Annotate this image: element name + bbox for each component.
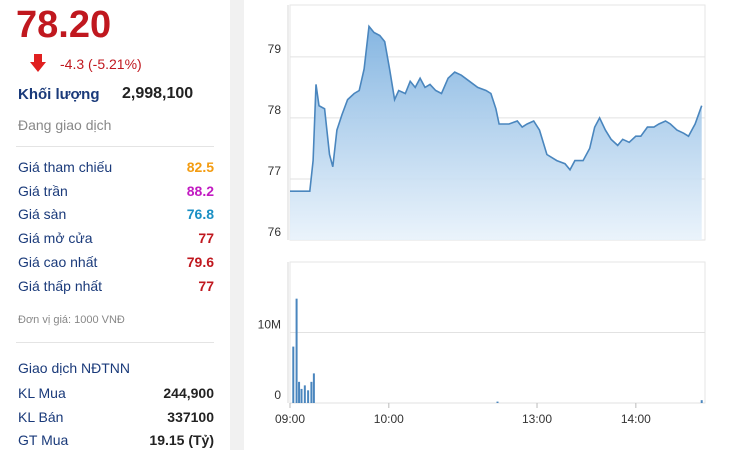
volume: 2,998,100 xyxy=(122,85,194,102)
row-label: Giá mở cửa xyxy=(18,230,93,247)
row-value: 77 xyxy=(198,277,214,294)
x-tick-label: 14:00 xyxy=(621,412,651,426)
row-label: Giá cao nhất xyxy=(18,253,98,270)
volume-bar xyxy=(298,381,301,403)
y-tick-label: 0 xyxy=(274,388,281,402)
volume-bar xyxy=(312,373,315,403)
x-tick-label: 09:00 xyxy=(275,412,305,426)
foreign-value: 19.15 (Tỷ) xyxy=(149,432,214,448)
divider-band xyxy=(230,0,244,450)
y-tick-label: 78 xyxy=(268,103,282,117)
y-tick-label: 79 xyxy=(268,42,282,56)
row-value: 76.8 xyxy=(186,206,214,223)
volume-label: Khối lượng xyxy=(18,86,100,103)
foreign-value: 244,900 xyxy=(163,385,214,401)
quote-panel: 78.20 -4.3 (-5.21%) Khối lượng 2,998,100… xyxy=(0,0,230,450)
price-line xyxy=(290,24,703,192)
row-value: 82.5 xyxy=(186,159,214,175)
volume-bar xyxy=(310,381,313,403)
status: Đang giao dịch xyxy=(18,117,112,133)
unit-note: Đơn vị giá: 1000 VNĐ xyxy=(18,314,125,326)
volume-bar xyxy=(700,400,703,403)
volume-bar xyxy=(300,388,303,403)
foreign-label: KL Mua xyxy=(18,385,66,401)
row-value: 77 xyxy=(198,230,214,247)
row-label: Giá thấp nhất xyxy=(18,277,103,294)
down-arrow-icon xyxy=(30,54,46,72)
row-label: Giá sàn xyxy=(18,206,67,223)
foreign-label: KL Bán xyxy=(18,408,64,425)
row-value: 79.6 xyxy=(186,253,214,270)
separator xyxy=(16,342,214,343)
volume-bar xyxy=(303,385,306,403)
y-tick-label: 77 xyxy=(268,164,282,178)
price-change: -4.3 (-5.21%) xyxy=(60,56,142,72)
y-tick-label: 10M xyxy=(258,318,281,332)
separator xyxy=(16,146,214,147)
x-tick-label: 10:00 xyxy=(374,412,404,426)
volume-bar xyxy=(295,298,298,403)
foreign-title: Giao dịch NĐTNN xyxy=(18,360,131,376)
row-label: Giá trần xyxy=(18,182,68,199)
foreign-value: 337100 xyxy=(167,408,214,425)
volume-bar xyxy=(307,390,310,403)
row-value: 88.2 xyxy=(186,182,214,199)
y-tick-label: 76 xyxy=(268,225,282,239)
row-label: Giá tham chiếu xyxy=(18,159,113,175)
x-tick-label: 13:00 xyxy=(522,412,552,426)
foreign-label: GT Mua xyxy=(18,432,69,448)
volume-bar xyxy=(292,346,295,403)
volume-bar xyxy=(496,401,499,403)
price: 78.20 xyxy=(16,4,112,46)
price-area xyxy=(290,26,702,241)
